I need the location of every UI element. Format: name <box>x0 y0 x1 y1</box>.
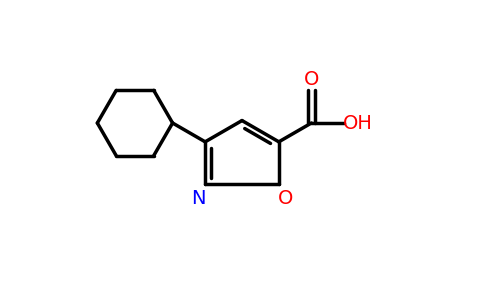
Text: O: O <box>304 70 319 89</box>
Text: OH: OH <box>343 113 373 133</box>
Text: O: O <box>278 189 294 208</box>
Text: N: N <box>191 189 205 208</box>
